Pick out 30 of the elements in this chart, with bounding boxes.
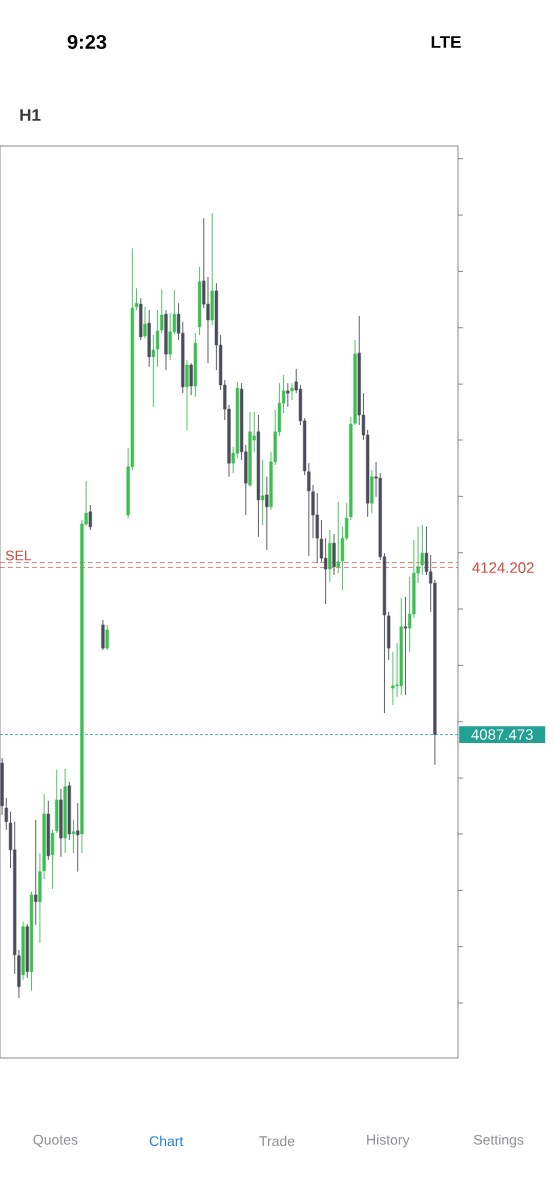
candlestick bbox=[34, 819, 38, 926]
candlestick bbox=[332, 533, 336, 576]
candlestick bbox=[105, 624, 109, 651]
text: Chart bbox=[149, 1135, 184, 1147]
candlestick bbox=[403, 596, 408, 696]
candlestick bbox=[290, 382, 294, 401]
candlestick bbox=[76, 802, 80, 873]
text: Settings bbox=[473, 1134, 524, 1148]
text: History bbox=[367, 1134, 410, 1148]
candlestick bbox=[336, 501, 340, 574]
y-tick-label: 4087.473 bbox=[471, 729, 533, 740]
candlestick bbox=[286, 382, 290, 408]
text: Trade bbox=[259, 1135, 295, 1147]
candlestick bbox=[189, 362, 193, 396]
text: H1 bbox=[20, 109, 41, 121]
y-tick-label: 4124.202 bbox=[472, 562, 534, 573]
candlestick bbox=[143, 306, 147, 339]
candlestick bbox=[185, 359, 189, 431]
candlestick bbox=[101, 619, 105, 651]
candlestick bbox=[71, 819, 76, 854]
text: Quotes bbox=[33, 1134, 78, 1148]
text: LTE bbox=[431, 36, 461, 48]
candlestick bbox=[260, 459, 265, 526]
candlestick bbox=[265, 476, 269, 551]
candlestick bbox=[134, 287, 139, 311]
ref-line-label: SEL bbox=[5, 550, 32, 561]
candlestick bbox=[168, 312, 172, 361]
text: 9:23 bbox=[67, 34, 107, 50]
candlestick bbox=[88, 504, 92, 531]
candlestick bbox=[206, 276, 210, 364]
